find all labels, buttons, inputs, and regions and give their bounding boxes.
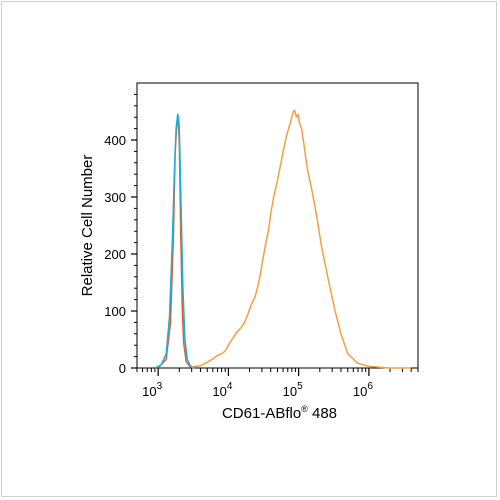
x-tick-label: 104 [212,381,232,399]
x-tick-label: 103 [142,381,162,399]
y-axis-tick-labels: 0 100 200 300 400 [104,133,126,376]
x-tick-label-exponent: 5 [297,381,303,392]
x-tick-label-base: 10 [353,384,367,399]
x-axis-tick-labels: 103 104 105 106 [142,381,373,399]
y-axis-ticks [131,93,137,369]
y-tick-label: 0 [119,361,126,376]
x-axis-title-registered-mark: ® [301,404,308,414]
x-tick-label-exponent: 4 [227,381,233,392]
y-tick-label: 400 [104,133,126,148]
x-axis-title: CD61-ABflo® 488 [222,404,337,422]
x-tick-label-exponent: 6 [367,381,373,392]
x-axis-major-ticks [157,368,370,376]
y-axis-title: Relative Cell Number [79,155,96,297]
x-axis-title-main: CD61-ABflo [222,405,301,422]
series-line-1 [157,119,194,369]
x-tick-label-base: 10 [142,384,156,399]
x-axis-title-suffix: 488 [308,405,337,422]
x-axis-minor-ticks [136,368,419,372]
x-tick-label: 105 [283,381,303,399]
x-tick-label-base: 10 [212,384,226,399]
series-line-3 [191,109,412,369]
y-tick-label: 100 [104,304,126,319]
series-layer [154,109,412,369]
x-tick-label: 106 [353,381,373,399]
series-line-2 [154,113,195,369]
x-tick-label-base: 10 [283,384,297,399]
x-tick-label-exponent: 3 [157,381,163,392]
y-tick-label: 200 [104,247,126,262]
y-tick-label: 300 [104,190,126,205]
